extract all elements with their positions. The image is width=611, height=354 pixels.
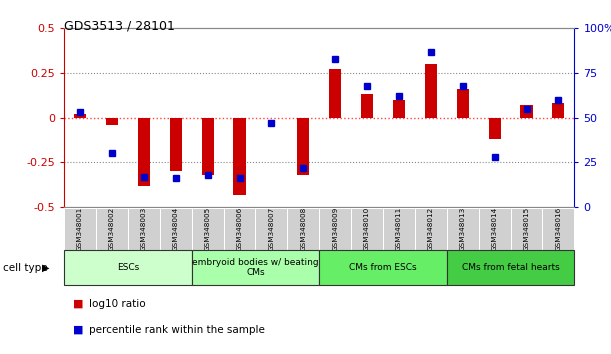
Text: GSM348012: GSM348012 (428, 207, 434, 251)
FancyBboxPatch shape (478, 208, 511, 250)
Text: CMs from ESCs: CMs from ESCs (349, 263, 417, 272)
FancyBboxPatch shape (383, 208, 415, 250)
Text: GDS3513 / 28101: GDS3513 / 28101 (64, 19, 175, 33)
Text: GSM348006: GSM348006 (236, 207, 243, 251)
FancyBboxPatch shape (351, 208, 383, 250)
Text: GSM348003: GSM348003 (141, 207, 147, 251)
Text: GSM348008: GSM348008 (300, 207, 306, 251)
FancyBboxPatch shape (192, 250, 320, 285)
Bar (489, 118, 500, 139)
Bar (202, 118, 214, 175)
Text: GSM348007: GSM348007 (268, 207, 274, 251)
FancyBboxPatch shape (287, 208, 320, 250)
Text: GSM348001: GSM348001 (77, 207, 83, 251)
Text: GSM348002: GSM348002 (109, 207, 115, 251)
Bar (170, 118, 182, 171)
FancyBboxPatch shape (447, 250, 574, 285)
FancyBboxPatch shape (543, 208, 574, 250)
Text: GSM348014: GSM348014 (492, 207, 497, 251)
FancyBboxPatch shape (192, 208, 224, 250)
Bar (74, 114, 86, 118)
Bar (329, 69, 342, 118)
FancyBboxPatch shape (511, 208, 543, 250)
FancyBboxPatch shape (96, 208, 128, 250)
FancyBboxPatch shape (320, 250, 447, 285)
Bar (456, 89, 469, 118)
Text: percentile rank within the sample: percentile rank within the sample (89, 325, 265, 335)
Bar (552, 103, 565, 118)
Bar (297, 118, 309, 175)
FancyBboxPatch shape (128, 208, 160, 250)
Text: ■: ■ (73, 299, 84, 309)
FancyBboxPatch shape (64, 250, 192, 285)
FancyBboxPatch shape (160, 208, 192, 250)
Bar (138, 118, 150, 185)
Bar (393, 100, 405, 118)
Text: CMs from fetal hearts: CMs from fetal hearts (462, 263, 560, 272)
Text: log10 ratio: log10 ratio (89, 299, 145, 309)
FancyBboxPatch shape (320, 208, 351, 250)
Text: GSM348015: GSM348015 (524, 207, 530, 251)
Text: GSM348013: GSM348013 (459, 207, 466, 251)
Bar (361, 95, 373, 118)
Text: GSM348005: GSM348005 (205, 207, 211, 251)
Bar (521, 105, 533, 118)
Text: GSM348011: GSM348011 (396, 207, 402, 251)
Text: ▶: ▶ (42, 263, 49, 273)
Text: embryoid bodies w/ beating
CMs: embryoid bodies w/ beating CMs (192, 258, 319, 277)
Text: GSM348016: GSM348016 (555, 207, 562, 251)
Text: ESCs: ESCs (117, 263, 139, 272)
Bar (425, 64, 437, 118)
Bar (233, 118, 246, 195)
FancyBboxPatch shape (224, 208, 255, 250)
Text: GSM348009: GSM348009 (332, 207, 338, 251)
FancyBboxPatch shape (255, 208, 287, 250)
FancyBboxPatch shape (415, 208, 447, 250)
Bar (106, 118, 118, 125)
Text: GSM348004: GSM348004 (173, 207, 179, 251)
Text: cell type: cell type (3, 263, 48, 273)
Text: GSM348010: GSM348010 (364, 207, 370, 251)
FancyBboxPatch shape (64, 208, 96, 250)
FancyBboxPatch shape (447, 208, 478, 250)
Text: ■: ■ (73, 325, 84, 335)
